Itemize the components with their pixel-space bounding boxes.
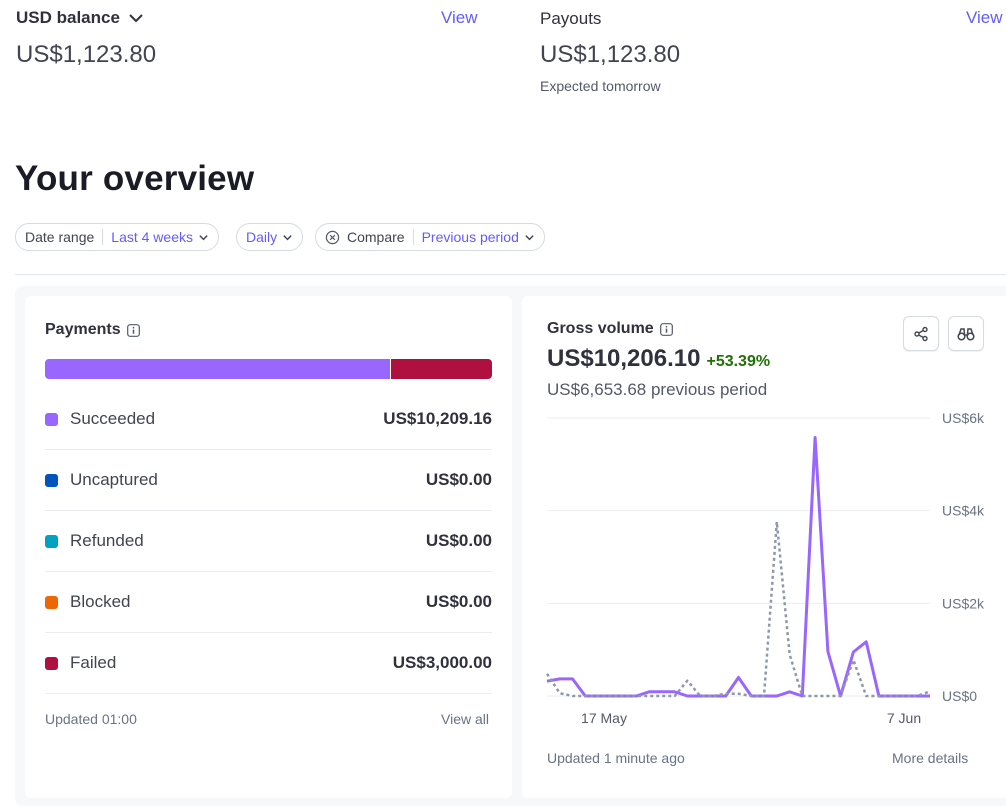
payouts-amount: US$1,123.80 (540, 41, 681, 68)
chevron-down-icon (129, 14, 143, 23)
payments-card (25, 296, 512, 798)
gross-volume-chart[interactable]: US$6k US$4k US$2k US$0 17 May 7 Jun (540, 405, 1006, 735)
page-title: Your overview (15, 159, 255, 198)
list-item[interactable]: Succeeded US$10,209.16 (45, 389, 492, 450)
x-tick-label: 17 May (581, 710, 627, 726)
current-period-line[interactable] (546, 436, 930, 698)
interval-filter[interactable]: Daily (236, 223, 304, 251)
payments-title: Payments (45, 321, 121, 338)
list-item[interactable]: Refunded US$0.00 (45, 511, 492, 572)
legend-amount: US$10,209.16 (383, 409, 492, 428)
refunded-swatch (45, 534, 58, 548)
share-button[interactable] (903, 316, 939, 351)
chevron-down-icon (283, 234, 292, 240)
section-divider (15, 274, 1006, 275)
payouts-view-link[interactable]: View (966, 8, 1003, 27)
gross-volume-amount: US$10,206.10 (547, 345, 701, 372)
legend-label: Blocked (70, 592, 131, 611)
uncaptured-swatch (45, 473, 58, 487)
failed-bar-segment[interactable] (390, 359, 492, 379)
explore-button[interactable] (948, 316, 984, 351)
list-item[interactable]: Uncaptured US$0.00 (45, 450, 492, 511)
legend-label: Failed (70, 653, 117, 672)
date-range-label: Date range (25, 229, 95, 245)
chevron-down-icon (199, 234, 208, 240)
payouts-note: Expected tomorrow (540, 78, 661, 94)
pill-separator (102, 229, 104, 245)
y-tick-label: US$2k (942, 595, 985, 611)
gross-volume-title: Gross volume (547, 320, 654, 337)
legend-amount: US$0.00 (425, 531, 492, 550)
usd-balance-view-link[interactable]: View (441, 8, 478, 27)
gross-volume-updated: Updated 1 minute ago (547, 750, 685, 766)
chevron-down-icon (525, 234, 534, 240)
previous-period-line[interactable] (545, 520, 931, 698)
binoculars-icon (957, 327, 975, 341)
interval-value: Daily (246, 229, 278, 245)
pill-separator (412, 229, 414, 245)
payments-header: Payments (45, 321, 140, 339)
payouts-title: Payouts (540, 9, 602, 28)
date-range-value: Last 4 weeks (111, 229, 193, 245)
legend-amount: US$0.00 (425, 592, 492, 611)
blocked-swatch (45, 595, 58, 609)
info-icon[interactable] (659, 322, 673, 336)
more-details-link[interactable]: More details (892, 750, 969, 766)
share-icon (914, 326, 928, 341)
legend-label: Succeeded (70, 409, 156, 428)
legend-amount: US$0.00 (425, 470, 492, 489)
compare-label: Compare (347, 229, 405, 245)
x-tick-label: 7 Jun (887, 710, 921, 726)
legend-label: Refunded (70, 531, 144, 550)
y-tick-label: US$0 (942, 688, 977, 704)
usd-balance-title: USD balance (16, 8, 120, 27)
legend-label: Uncaptured (70, 470, 158, 489)
view-all-link[interactable]: View all (441, 711, 489, 727)
payments-updated: Updated 01:00 (45, 711, 137, 727)
compare-filter[interactable]: Compare Previous period (315, 223, 545, 251)
remove-circle-icon[interactable] (325, 230, 340, 245)
usd-balance-selector[interactable]: USD balance (16, 8, 143, 28)
succeeded-bar-segment[interactable] (45, 359, 391, 379)
y-tick-label: US$6k (942, 410, 985, 426)
info-icon[interactable] (126, 323, 140, 337)
legend-amount: US$3,000.00 (392, 653, 492, 672)
gross-volume-change: +53.39% (706, 353, 771, 370)
list-item[interactable]: Blocked US$0.00 (45, 572, 492, 633)
usd-balance-amount: US$1,123.80 (16, 41, 157, 68)
compare-value: Previous period (421, 229, 519, 245)
payments-breakdown-bar (45, 359, 492, 379)
gross-volume-header: Gross volume (547, 320, 673, 338)
list-item[interactable]: Failed US$3,000.00 (45, 633, 492, 694)
date-range-filter[interactable]: Date range Last 4 weeks (15, 223, 219, 251)
succeeded-swatch (45, 412, 58, 426)
gross-volume-summary: US$10,206.10 +53.39% (547, 345, 770, 373)
y-tick-label: US$4k (942, 503, 985, 519)
failed-swatch (45, 656, 58, 670)
gross-volume-previous: US$6,653.68 previous period (547, 380, 768, 399)
gross-volume-card (522, 296, 1006, 798)
